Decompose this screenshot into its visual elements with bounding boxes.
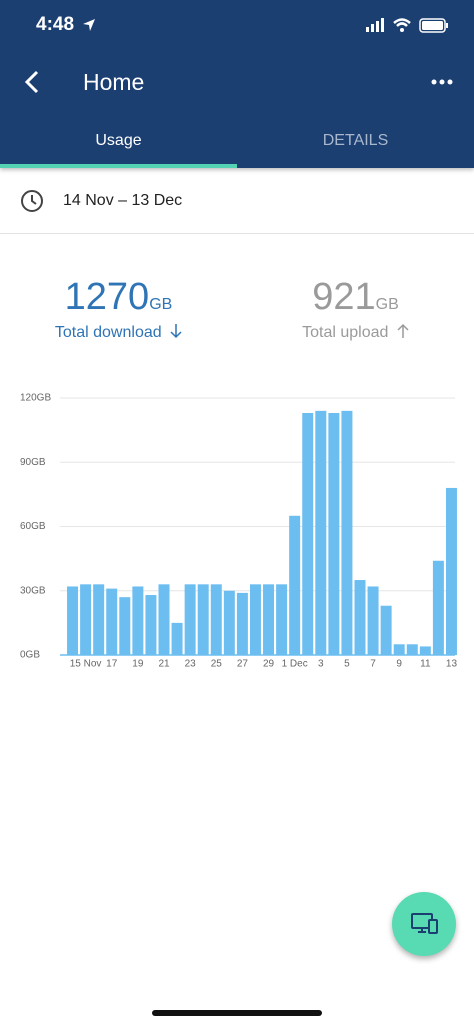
bar — [380, 605, 392, 655]
divider — [0, 233, 474, 234]
bar — [263, 584, 275, 655]
home-indicator — [152, 1010, 322, 1016]
bar — [341, 410, 353, 655]
bar — [445, 487, 457, 655]
x-tick-label: 7 — [370, 659, 376, 670]
bar — [393, 644, 405, 655]
download-label: Total download — [0, 323, 237, 342]
status-time: 4:48 — [36, 14, 75, 35]
y-tick-label: 90GB — [20, 457, 46, 468]
bar — [158, 584, 170, 655]
x-tick-label: 25 — [211, 659, 223, 670]
bar — [80, 584, 92, 655]
x-tick-label: 17 — [106, 659, 118, 670]
download-unit: GB — [149, 296, 173, 313]
usage-chart: 0GB 30GB 60GB 90GB 120GB 15 Nov 17 19 21 23 25 27 29… — [20, 393, 458, 670]
bar — [145, 595, 157, 655]
x-tick-label: 9 — [396, 659, 402, 670]
bar — [406, 644, 418, 655]
y-tick-label: 120GB — [20, 393, 51, 404]
bar — [354, 580, 366, 655]
bar — [119, 597, 131, 655]
bar — [93, 584, 105, 655]
bar — [367, 586, 379, 655]
app-bar — [0, 0, 474, 168]
location-icon — [83, 19, 95, 31]
bar — [210, 584, 222, 655]
x-tick-label: 11 — [420, 659, 431, 670]
bar — [223, 590, 235, 655]
download-value: 1270 — [64, 276, 150, 318]
upload-unit: GB — [375, 296, 399, 313]
more-button[interactable] — [430, 76, 454, 88]
bar — [276, 584, 288, 655]
upload-label: Total upload — [237, 323, 474, 342]
status-icons — [366, 18, 448, 33]
bar — [132, 586, 144, 655]
tab-indicator — [0, 164, 237, 168]
x-tick-label: 23 — [185, 659, 197, 670]
devices-button[interactable] — [392, 892, 456, 956]
bar — [419, 646, 431, 655]
tab-usage[interactable]: Usage — [95, 132, 142, 149]
bar — [289, 515, 301, 655]
upload-stat: 921GB Total upload — [237, 276, 474, 342]
bar — [171, 622, 183, 655]
x-tick-label: 15 Nov — [70, 659, 102, 670]
date-range[interactable]: 14 Nov – 13 Dec — [63, 192, 183, 209]
down-arrow — [170, 324, 182, 339]
x-tick-label: 1 Dec — [282, 659, 308, 670]
download-stat: 1270GB Total download — [0, 276, 237, 342]
up-arrow — [397, 323, 409, 338]
bar — [328, 412, 340, 655]
bar — [315, 410, 327, 655]
bar — [67, 586, 79, 655]
upload-label-text: Total upload — [302, 324, 389, 341]
devices-icon — [411, 913, 438, 934]
bar — [302, 412, 314, 655]
x-tick-label: 27 — [237, 659, 249, 670]
clock-icon — [21, 190, 43, 212]
bar — [184, 584, 196, 655]
bar — [249, 584, 261, 655]
y-tick-label: 60GB — [20, 521, 46, 532]
bar — [236, 592, 248, 655]
x-tick-label: 5 — [344, 659, 350, 670]
tab-details[interactable]: DETAILS — [322, 132, 389, 149]
bar — [106, 588, 118, 655]
y-tick-label: 30GB — [20, 585, 46, 596]
back-button[interactable] — [22, 70, 44, 94]
x-tick-label: 19 — [132, 659, 144, 670]
x-tick-label: 13 — [446, 659, 458, 670]
bar — [432, 560, 444, 655]
bar — [197, 584, 209, 655]
download-label-text: Total download — [54, 324, 162, 341]
y-tick-label: 0GB — [20, 650, 40, 661]
upload-value: 921 — [312, 276, 376, 318]
page-title: Home — [83, 69, 145, 95]
x-tick-label: 29 — [263, 659, 275, 670]
x-tick-label: 21 — [158, 659, 170, 670]
x-tick-label: 3 — [318, 659, 324, 670]
